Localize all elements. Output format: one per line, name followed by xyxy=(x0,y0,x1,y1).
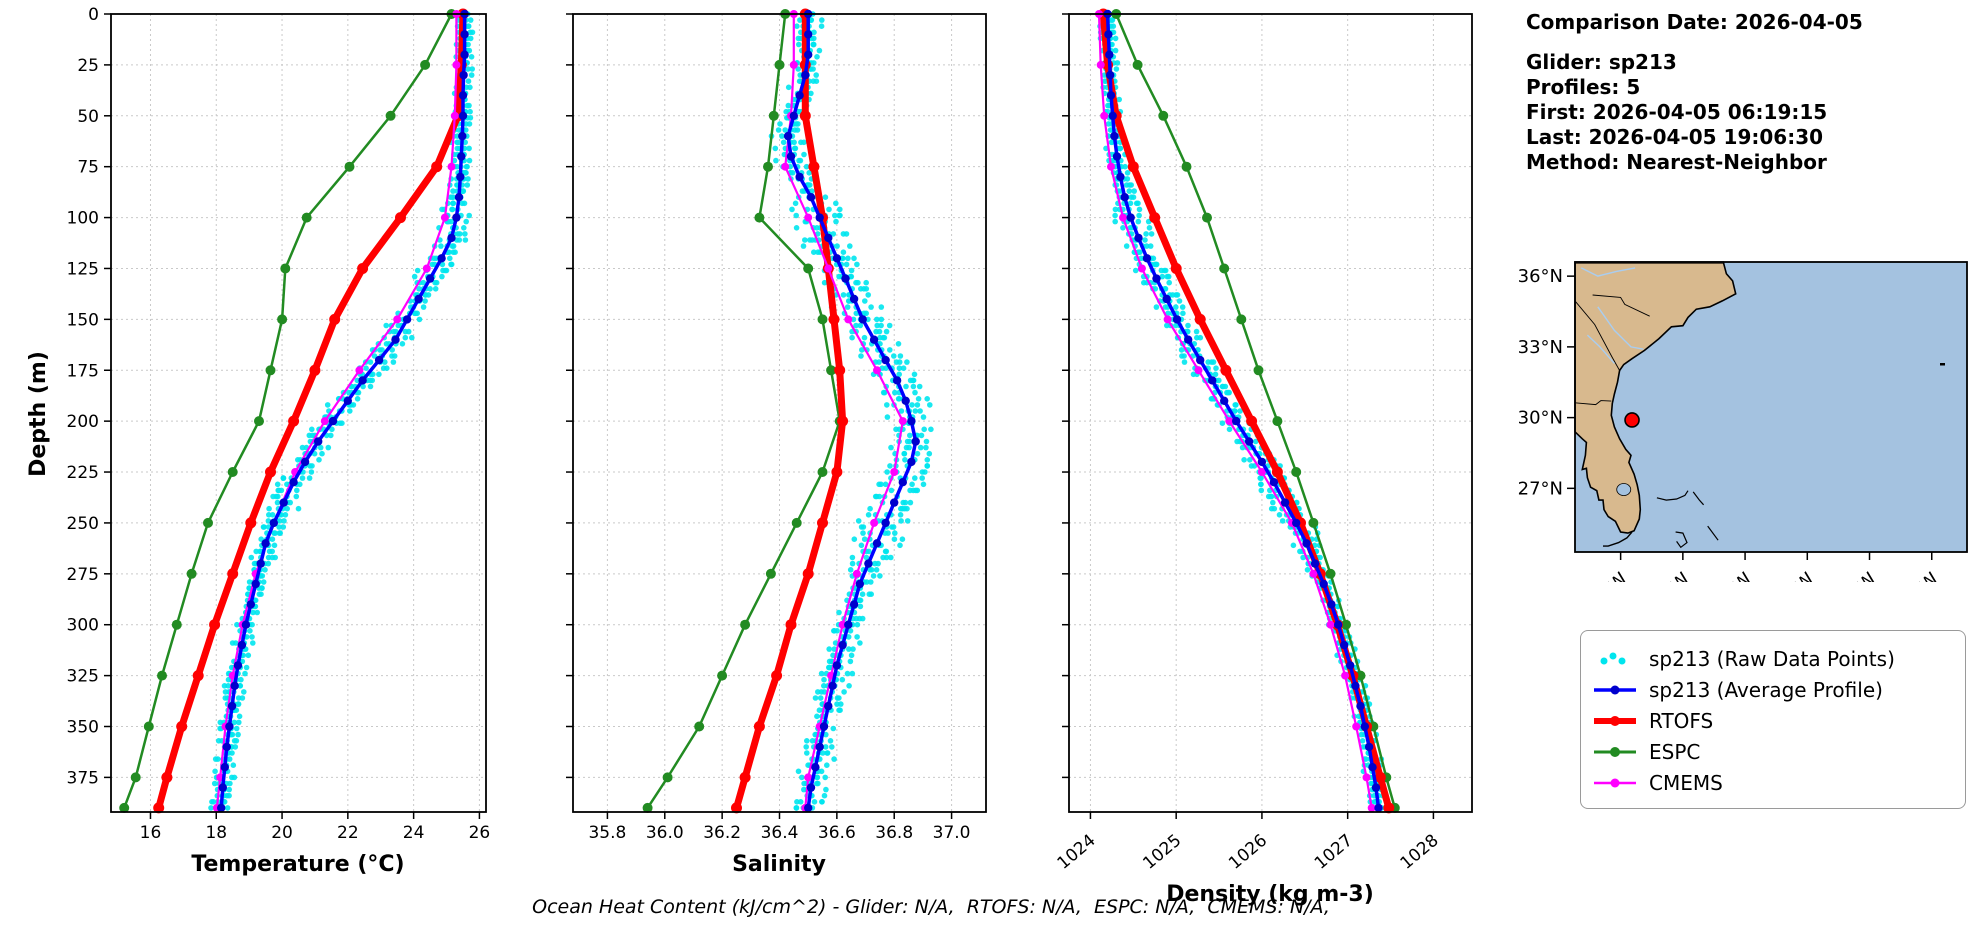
legend-label-raw: sp213 (Raw Data Points) xyxy=(1649,646,1895,671)
svg-text:30°N: 30°N xyxy=(1518,408,1563,429)
cmems-marker-icon xyxy=(1594,778,1636,787)
svg-text:24: 24 xyxy=(403,823,425,843)
legend-label-average: sp213 (Average Profile) xyxy=(1649,677,1883,702)
espc-marker-icon xyxy=(1594,746,1636,757)
glider-text: Glider: sp213 xyxy=(1526,50,1677,74)
metadata-spacer xyxy=(1526,35,1976,50)
svg-text:250: 250 xyxy=(67,514,99,534)
legend-item-espc: ESPC xyxy=(1591,736,1955,767)
legend: sp213 (Raw Data Points) sp213 (Average P… xyxy=(1580,630,1966,809)
svg-text:36.2: 36.2 xyxy=(703,823,741,843)
legend-item-average: sp213 (Average Profile) xyxy=(1591,674,1955,705)
svg-text:22: 22 xyxy=(337,823,359,843)
svg-text:1026: 1026 xyxy=(1225,831,1271,874)
svg-text:36.8: 36.8 xyxy=(875,823,913,843)
svg-text:150: 150 xyxy=(67,310,99,330)
x-axis-label-temperature: Temperature (°C) xyxy=(191,852,405,877)
rtofs-marker-icon xyxy=(1594,715,1636,726)
svg-text:1025: 1025 xyxy=(1139,831,1185,874)
comparison-date-text: Comparison Date: 2026-04-05 xyxy=(1526,10,1863,34)
svg-text:1024: 1024 xyxy=(1054,831,1100,874)
svg-text:125: 125 xyxy=(67,259,99,279)
svg-text:300: 300 xyxy=(67,616,99,636)
svg-text:375: 375 xyxy=(67,768,99,788)
svg-text:275: 275 xyxy=(67,565,99,585)
svg-text:225: 225 xyxy=(67,463,99,483)
svg-text:1028: 1028 xyxy=(1397,831,1443,874)
legend-item-rtofs: RTOFS xyxy=(1591,705,1955,736)
legend-label-espc: ESPC xyxy=(1649,739,1701,764)
svg-text:78°W: 78°W xyxy=(1644,569,1694,582)
svg-text:26: 26 xyxy=(469,823,491,843)
svg-text:36.6: 36.6 xyxy=(818,823,856,843)
svg-text:16: 16 xyxy=(140,823,162,843)
svg-text:18: 18 xyxy=(205,823,227,843)
svg-text:1027: 1027 xyxy=(1311,831,1357,874)
svg-text:33°N: 33°N xyxy=(1518,337,1563,358)
last-profile-text: Last: 2026-04-05 19:06:30 xyxy=(1526,125,1824,149)
svg-text:200: 200 xyxy=(67,412,99,432)
svg-text:35.8: 35.8 xyxy=(588,823,626,843)
legend-label-cmems: CMEMS xyxy=(1649,770,1723,795)
svg-text:75: 75 xyxy=(77,158,99,178)
svg-text:69°W: 69°W xyxy=(1831,569,1881,582)
profiles-text: Profiles: 5 xyxy=(1526,75,1641,99)
svg-text:0: 0 xyxy=(88,5,99,25)
legend-item-cmems: CMEMS xyxy=(1591,767,1955,798)
svg-text:27°N: 27°N xyxy=(1518,478,1563,499)
y-axis-label: Depth (m) xyxy=(26,351,51,477)
svg-text:36.4: 36.4 xyxy=(761,823,799,843)
ohc-note: Ocean Heat Content (kJ/cm^2) - Glider: N… xyxy=(532,896,1330,918)
raw-scatter-marker-icon xyxy=(1600,652,1626,664)
legend-item-raw: sp213 (Raw Data Points) xyxy=(1591,643,1955,674)
metadata-block: Comparison Date: 2026-04-05 Glider: sp21… xyxy=(1526,10,1976,175)
svg-text:25: 25 xyxy=(77,56,99,76)
x-axis-label-salinity: Salinity xyxy=(732,852,826,877)
svg-text:37.0: 37.0 xyxy=(933,823,971,843)
location-map: 36°N 33°N 30°N 27°N 81°W 78°W 75°W 72°W 69°W 66°W xyxy=(1518,261,1968,582)
legend-label-rtofs: RTOFS xyxy=(1649,708,1714,733)
first-profile-text: First: 2026-04-05 06:19:15 xyxy=(1526,100,1828,124)
svg-text:175: 175 xyxy=(67,361,99,381)
svg-text:350: 350 xyxy=(67,718,99,738)
average-profile-marker-icon xyxy=(1594,685,1636,694)
svg-text:66°W: 66°W xyxy=(1893,569,1943,582)
svg-text:75°W: 75°W xyxy=(1707,569,1757,582)
svg-text:20: 20 xyxy=(271,823,293,843)
svg-text:36°N: 36°N xyxy=(1518,266,1563,287)
x-axis-label-density: Density (kg m-3) xyxy=(1166,882,1374,907)
svg-text:36.0: 36.0 xyxy=(646,823,684,843)
svg-text:50: 50 xyxy=(77,107,99,127)
svg-text:325: 325 xyxy=(67,667,99,687)
svg-text:81°W: 81°W xyxy=(1582,569,1632,582)
svg-text:100: 100 xyxy=(67,209,99,229)
method-text: Method: Nearest-Neighbor xyxy=(1526,150,1827,174)
svg-text:72°W: 72°W xyxy=(1769,569,1819,582)
